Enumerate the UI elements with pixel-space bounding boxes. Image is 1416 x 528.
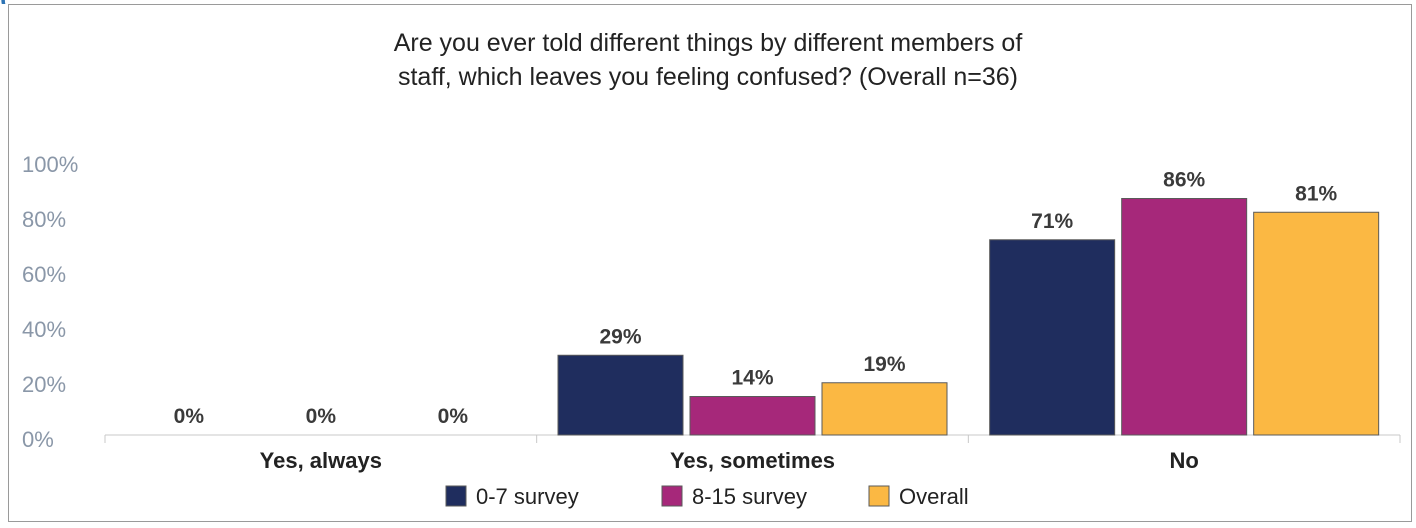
data-label: 81%	[1295, 182, 1337, 205]
y-tick-label: 0%	[22, 427, 54, 452]
legend-swatch	[661, 485, 683, 507]
data-label: 0%	[174, 405, 205, 428]
data-label: 0%	[438, 405, 469, 428]
legend-swatch	[445, 485, 467, 507]
chart-title-line-2: staff, which leaves you feeling confused…	[397, 63, 1019, 91]
x-category-label: No	[1170, 448, 1199, 473]
chart-title: Are you ever told different things by di…	[0, 26, 1416, 94]
data-label: 86%	[1163, 169, 1205, 192]
data-label: 0%	[306, 405, 337, 428]
y-tick-label: 80%	[22, 207, 66, 232]
bar	[557, 354, 684, 436]
y-tick-label: 60%	[22, 262, 66, 287]
bar	[989, 239, 1116, 436]
chart-title-line-1: Are you ever told different things by di…	[393, 29, 1023, 57]
legend-label: 0-7 survey	[476, 484, 579, 509]
data-label: 29%	[599, 325, 641, 348]
legend-swatch	[868, 485, 890, 507]
legend-label: Overall	[899, 484, 969, 509]
y-tick-label: 20%	[22, 372, 66, 397]
data-label: 19%	[863, 353, 905, 376]
bar	[1253, 211, 1380, 436]
bar	[1121, 198, 1248, 436]
legend-label: 8-15 survey	[692, 484, 807, 509]
bar	[821, 382, 948, 436]
data-label: 14%	[731, 367, 773, 390]
x-category-label: Yes, always	[260, 448, 382, 473]
y-tick-label: 40%	[22, 317, 66, 342]
cropped-heading-fragment: (	[0, 0, 240, 4]
y-tick-label: 100%	[22, 152, 78, 177]
x-category-label: Yes, sometimes	[670, 448, 835, 473]
bar	[689, 396, 816, 436]
data-label: 71%	[1031, 210, 1073, 233]
